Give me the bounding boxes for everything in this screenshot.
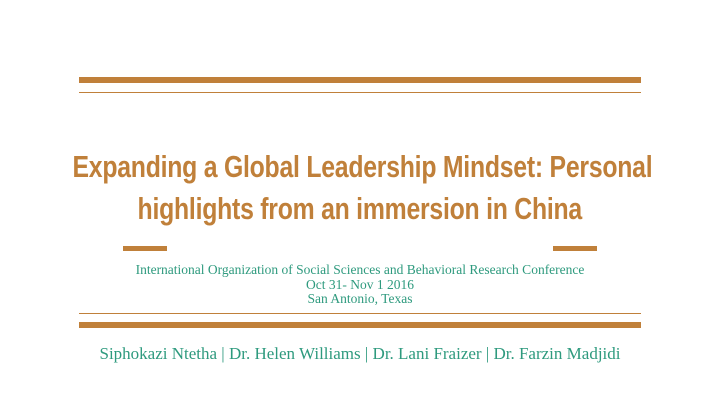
conference-dates: Oct 31- Nov 1 2016 xyxy=(306,276,414,292)
title-line-2: highlights from an immersion in China xyxy=(137,191,583,226)
right-accent-dash xyxy=(553,246,597,251)
top-thin-rule xyxy=(79,92,641,93)
conference-info: International Organization of Social Sci… xyxy=(0,262,720,307)
top-thick-rule xyxy=(79,77,641,83)
bottom-thin-rule xyxy=(79,313,641,314)
slide-title: Expanding a Global Leadership Mindset: P… xyxy=(0,146,720,230)
authors-line: Siphokazi Ntetha | Dr. Helen Williams | … xyxy=(99,344,621,363)
title-line-1: Expanding a Global Leadership Mindset: P… xyxy=(72,149,653,184)
left-accent-dash xyxy=(123,246,167,251)
conference-location: San Antonio, Texas xyxy=(307,291,413,306)
conference-name: International Organization of Social Sci… xyxy=(135,262,585,277)
bottom-thick-rule xyxy=(79,322,641,328)
